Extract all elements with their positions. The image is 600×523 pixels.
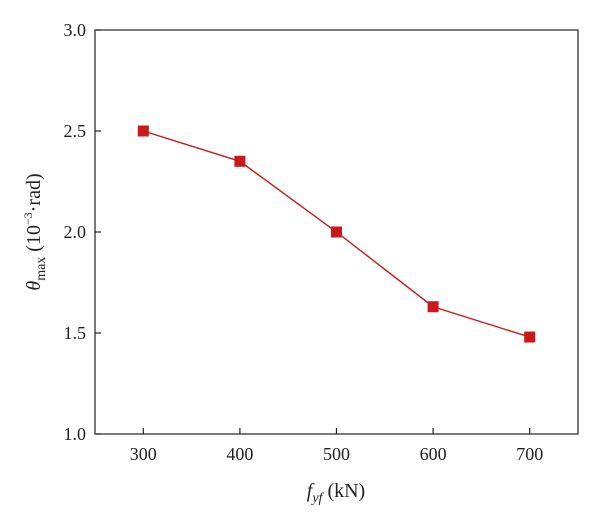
y-axis-title-base: θ [23,281,45,291]
x-tick-label: 500 [323,444,350,464]
y-axis-title: θmax (10−3·rad) [21,173,49,290]
series-layer [137,125,536,343]
x-axis-ticks: 300 400 500 600 700 [130,428,543,464]
x-axis-title-unit: (kN) [322,480,365,502]
x-axis-title-sub: yf [310,491,324,506]
y-tick-label: 1.5 [64,323,87,343]
x-tick-label: 300 [130,444,157,464]
data-point-marker [524,331,536,343]
x-axis-title-base: f [307,480,315,502]
y-axis-title-unit-sup: −3 [21,212,35,225]
data-point-marker [137,125,149,137]
x-tick-label: 700 [516,444,543,464]
y-axis-ticks: 1.0 1.5 2.0 2.5 3.0 [64,20,101,444]
x-tick-label: 400 [226,444,253,464]
y-axis-title-sub: max [34,257,49,281]
y-tick-label: 1.0 [64,424,87,444]
data-point-marker [427,301,439,313]
y-axis-title-unit-pre: (10 [23,225,45,257]
y-tick-label: 2.5 [64,121,87,141]
y-tick-label: 2.0 [64,222,87,242]
data-point-marker [331,226,342,238]
x-tick-label: 600 [420,444,447,464]
y-axis-title-unit-post: ·rad) [23,173,45,212]
x-axis-title: fyf (kN) [307,480,365,506]
data-point-marker [234,155,246,167]
y-tick-label: 3.0 [64,20,87,40]
